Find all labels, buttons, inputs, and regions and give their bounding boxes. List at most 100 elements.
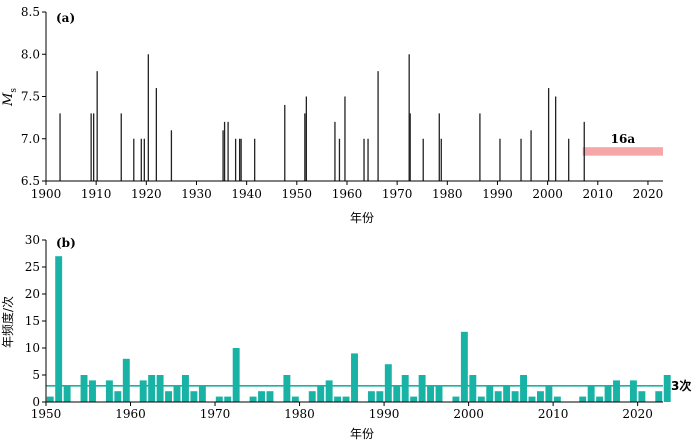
x-tick-label: 1990 [482, 187, 513, 201]
frequency-bar-1971 [224, 396, 232, 402]
x-tick-label: 1930 [181, 187, 212, 201]
frequency-bar-1955 [89, 380, 96, 402]
x-tick-label: 2010 [538, 407, 569, 421]
frequency-bar-1959 [122, 358, 130, 402]
frequency-bar-1982 [317, 385, 325, 402]
x-tick-label: 1940 [231, 187, 262, 201]
panel-b: (b) 3次 1950 1960 1970 1980 1990 2000 2010 20200… [0, 233, 691, 441]
panel-a-ylabel: Ms [1, 88, 19, 107]
x-tick-label: 2010 [583, 187, 614, 201]
x-tick-label: 2020 [633, 187, 664, 201]
panel-a: (a) 16a 1900 1910 1920 1930 1940 1950 1960 1970… [1, 5, 663, 225]
frequency-bar-2009 [545, 385, 553, 402]
frequency-bar-1951 [55, 256, 63, 402]
frequency-bar-1968 [198, 385, 206, 402]
frequency-bar-2020 [638, 391, 646, 402]
frequency-bar-1972 [232, 348, 240, 402]
frequency-bar-2005 [511, 391, 519, 402]
frequency-bar-2014 [587, 385, 595, 402]
period-annotation: 16a [582, 132, 663, 156]
frequency-bar-2003 [494, 391, 502, 402]
panel-b-axes [42, 239, 663, 406]
frequency-bars [46, 256, 671, 402]
x-tick-label: 1990 [369, 407, 400, 421]
frequency-bar-2001 [477, 396, 485, 402]
frequency-bar-1967 [190, 391, 198, 402]
y-tick-label: 0 [32, 395, 40, 409]
frequency-bar-2013 [579, 396, 587, 402]
x-tick-label: 1950 [31, 407, 62, 421]
frequency-bar-1961 [139, 380, 147, 402]
frequency-bar-2019 [629, 380, 637, 402]
frequency-bar-1958 [114, 391, 122, 402]
frequency-bar-1965 [173, 385, 181, 402]
frequency-bar-1966 [181, 375, 189, 402]
frequency-bar-1995 [427, 385, 435, 402]
frequency-bar-1950 [46, 396, 54, 402]
ylabel-subscript: s [9, 88, 19, 93]
panel-a-axes [42, 11, 663, 185]
frequency-bar-2016 [604, 385, 612, 402]
x-tick-label: 1970 [200, 407, 231, 421]
frequency-bar-1964 [165, 391, 173, 402]
frequency-bar-1963 [156, 375, 164, 402]
panel-b-tick-labels: 1950 1960 1970 1980 1990 2000 2010 2020 0 5 10 15 20… [25, 233, 653, 421]
panel-b-xlabel: 年份 [350, 427, 374, 441]
frequency-bar-1976 [266, 391, 274, 402]
frequency-bar-2022 [655, 391, 663, 402]
magnitude-bars [59, 54, 585, 181]
frequency-bar-1986 [351, 353, 358, 402]
x-tick-label: 1960 [115, 407, 146, 421]
frequency-bar-1994 [418, 375, 426, 402]
panel-a-xlabel: 年份 [350, 211, 374, 225]
panel-a-label: (a) [56, 11, 75, 25]
frequency-bar-2007 [528, 396, 536, 402]
frequency-bar-1999 [460, 331, 468, 402]
frequency-bar-1952 [63, 385, 71, 402]
frequency-bar-2023 [663, 375, 671, 402]
panel-a-tick-labels: 1900 1910 1920 1930 1940 1950 1960 1970 1980 1990… [21, 5, 663, 201]
frequency-bar-1988 [367, 391, 375, 402]
x-tick-label: 1920 [131, 187, 162, 201]
y-tick-label: 5 [32, 368, 40, 382]
panel-b-ylabel: 年频度/次 [0, 296, 15, 348]
mean-line-group: 3次 [46, 378, 691, 393]
frequency-bar-1957 [105, 380, 113, 402]
x-tick-label: 2000 [453, 407, 484, 421]
frequency-bar-2017 [613, 380, 620, 402]
x-tick-label: 2000 [532, 187, 563, 201]
x-tick-label: 1960 [332, 187, 363, 201]
frequency-bar-1998 [452, 396, 460, 402]
frequency-bar-1974 [249, 396, 257, 402]
y-tick-label: 25 [25, 260, 40, 274]
y-tick-label: 8.0 [21, 47, 40, 61]
frequency-bar-2002 [486, 385, 494, 402]
x-tick-label: 1980 [432, 187, 463, 201]
frequency-bar-1954 [80, 375, 88, 402]
frequency-bar-1990 [384, 364, 392, 402]
frequency-bar-1989 [376, 391, 384, 402]
frequency-bar-1985 [342, 396, 350, 402]
frequency-bar-2004 [503, 385, 511, 402]
y-tick-label: 15 [25, 314, 40, 328]
frequency-bar-1983 [325, 380, 333, 402]
frequency-bar-1978 [283, 375, 291, 402]
x-tick-label: 1980 [284, 407, 315, 421]
frequency-bar-2015 [596, 396, 604, 402]
y-tick-label: 30 [25, 233, 40, 247]
frequency-bar-1975 [258, 391, 265, 402]
x-tick-label: 1900 [31, 187, 62, 201]
frequency-bar-2010 [553, 396, 561, 402]
x-tick-label: 1970 [382, 187, 413, 201]
y-tick-label: 7.5 [21, 90, 40, 104]
frequency-bar-2000 [469, 375, 477, 402]
ylabel-main: M [1, 92, 16, 107]
frequency-bar-1981 [308, 391, 316, 402]
frequency-bar-1992 [401, 375, 409, 402]
x-tick-label: 1910 [81, 187, 112, 201]
frequency-bar-1970 [215, 396, 223, 402]
frequency-bar-2006 [520, 375, 528, 402]
x-tick-label: 1950 [282, 187, 313, 201]
y-tick-label: 20 [25, 287, 40, 301]
